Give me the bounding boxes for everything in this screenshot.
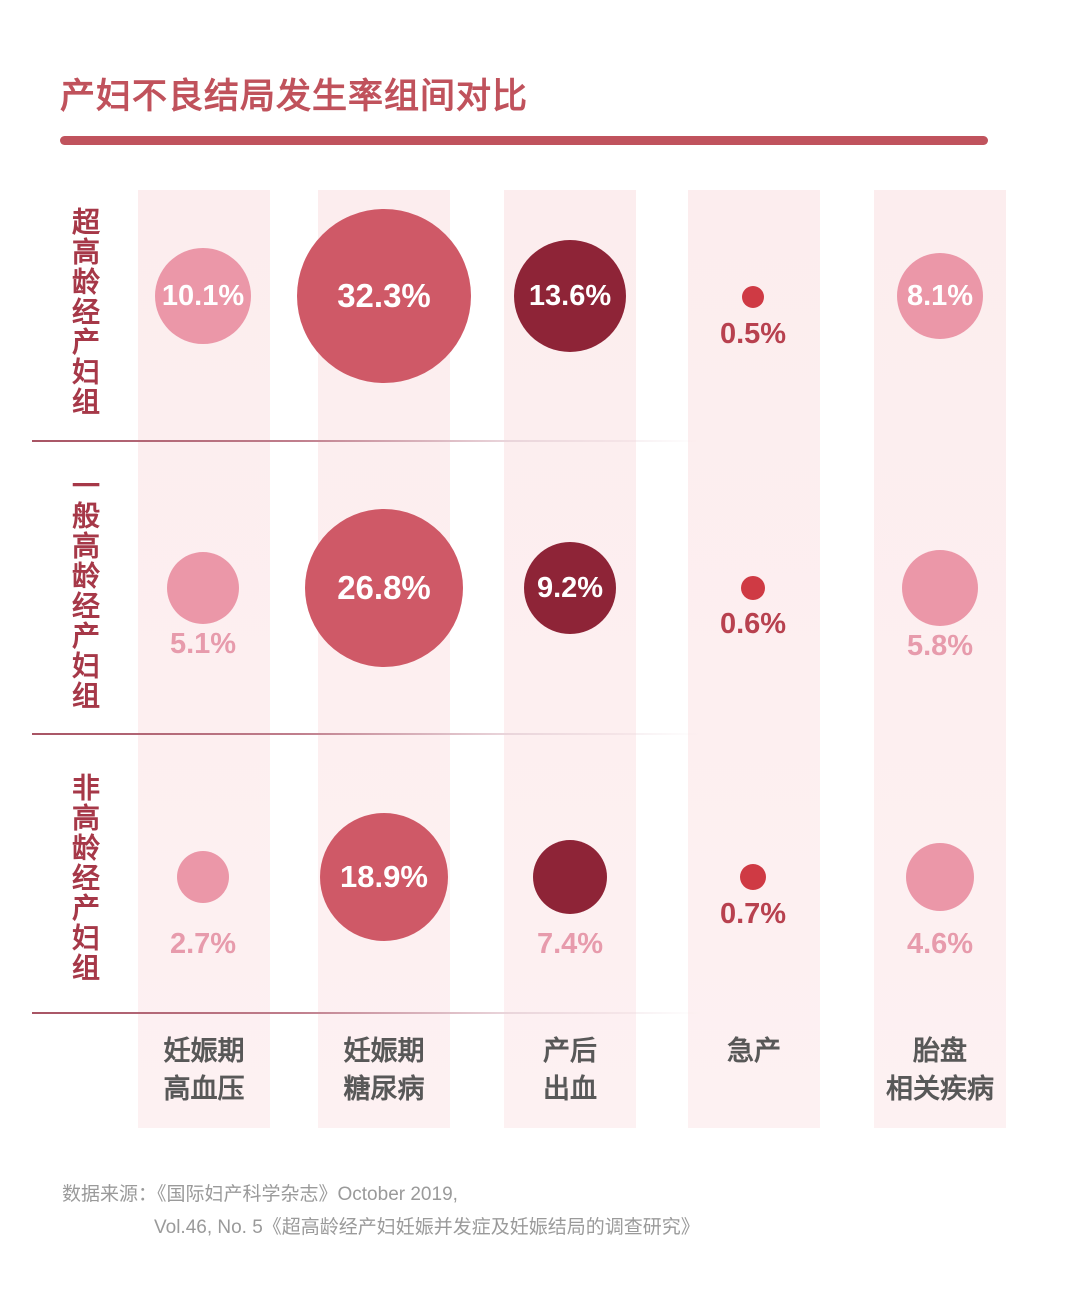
data-source: 数据来源：《国际妇产科学杂志》October 2019, Vol.46, No.… (62, 1178, 1022, 1245)
bubble-value-label-14: 4.6% (906, 928, 974, 960)
category-caption-2: 产后 出血 (460, 1032, 680, 1109)
row-divider-2 (32, 733, 792, 735)
category-caption-1-line-0: 妊娠期 (343, 1036, 425, 1066)
bubble-value-label-6: 26.8% (337, 569, 431, 606)
category-band-4 (874, 190, 1006, 1128)
bubble-14[interactable] (906, 843, 974, 911)
bubble-value-label-2: 13.6% (528, 279, 612, 312)
bubble-9[interactable] (902, 550, 978, 626)
bubble-value-label-9: 5.8% (906, 630, 974, 662)
category-caption-0: 妊娠期 高血压 (94, 1032, 314, 1109)
bubble-value-label-0: 10.1% (161, 279, 245, 312)
category-caption-0-line-0: 妊娠期 (163, 1036, 245, 1066)
bubble-10[interactable] (177, 851, 229, 903)
row-label-super-advanced-age: 超高龄经产妇组 (69, 207, 100, 417)
title-underline (60, 136, 988, 145)
bubble-13[interactable] (740, 864, 766, 890)
page-title: 产妇不良结局发生率组间对比 (60, 77, 529, 116)
row-label-general-advanced-age: 一般高龄经产妇组 (69, 471, 100, 711)
bubble-2[interactable]: 13.6% (514, 240, 626, 352)
bubble-4[interactable]: 8.1% (897, 253, 983, 339)
bubble-1[interactable]: 32.3% (297, 209, 471, 383)
data-source-line-2: Vol.46, No. 5《超高龄经产妇妊娠并发症及妊娠结局的调查研究》 (154, 1217, 700, 1239)
bubble-value-label-7: 9.2% (536, 571, 604, 604)
bubble-value-label-5: 5.1% (169, 628, 237, 660)
bubble-7[interactable]: 9.2% (524, 542, 616, 634)
category-caption-3: 急产 (644, 1032, 864, 1070)
data-source-line-1: 数据来源：《国际妇产科学杂志》October 2019, (62, 1184, 458, 1205)
category-caption-2-line-1: 出血 (543, 1074, 597, 1105)
bubble-value-label-8: 0.6% (719, 608, 787, 640)
category-caption-4-line-1: 相关疾病 (886, 1074, 994, 1105)
category-band-3 (688, 190, 820, 1128)
bubble-6[interactable]: 26.8% (305, 509, 463, 667)
category-caption-3-line-0: 急产 (727, 1036, 781, 1066)
bubble-value-label-10: 2.7% (169, 928, 237, 960)
bubble-value-label-1: 32.3% (337, 277, 431, 314)
category-caption-2-line-0: 产后 (543, 1036, 597, 1066)
row-divider-3 (32, 1012, 792, 1014)
bubble-3[interactable] (742, 286, 764, 308)
category-caption-1: 妊娠期 糖尿病 (274, 1032, 494, 1109)
bubble-value-label-13: 0.7% (719, 898, 787, 930)
category-caption-4-line-0: 胎盘 (913, 1036, 967, 1066)
row-divider-1 (32, 440, 792, 442)
bubble-value-label-3: 0.5% (719, 318, 787, 350)
category-caption-1-line-1: 糖尿病 (343, 1074, 425, 1105)
category-band-0 (138, 190, 270, 1128)
bubble-value-label-4: 8.1% (906, 279, 974, 312)
bubble-12[interactable] (533, 840, 607, 914)
bubble-5[interactable] (167, 552, 239, 624)
bubble-value-label-11: 18.9% (340, 859, 428, 894)
bubble-value-label-12: 7.4% (536, 928, 604, 960)
bubble-0[interactable]: 10.1% (155, 248, 251, 344)
category-caption-0-line-1: 高血压 (163, 1074, 245, 1105)
bubble-8[interactable] (741, 576, 765, 600)
row-label-non-advanced-age: 非高龄经产妇组 (69, 773, 100, 983)
bubble-11[interactable]: 18.9% (320, 813, 448, 941)
category-caption-4: 胎盘 相关疾病 (830, 1032, 1050, 1109)
